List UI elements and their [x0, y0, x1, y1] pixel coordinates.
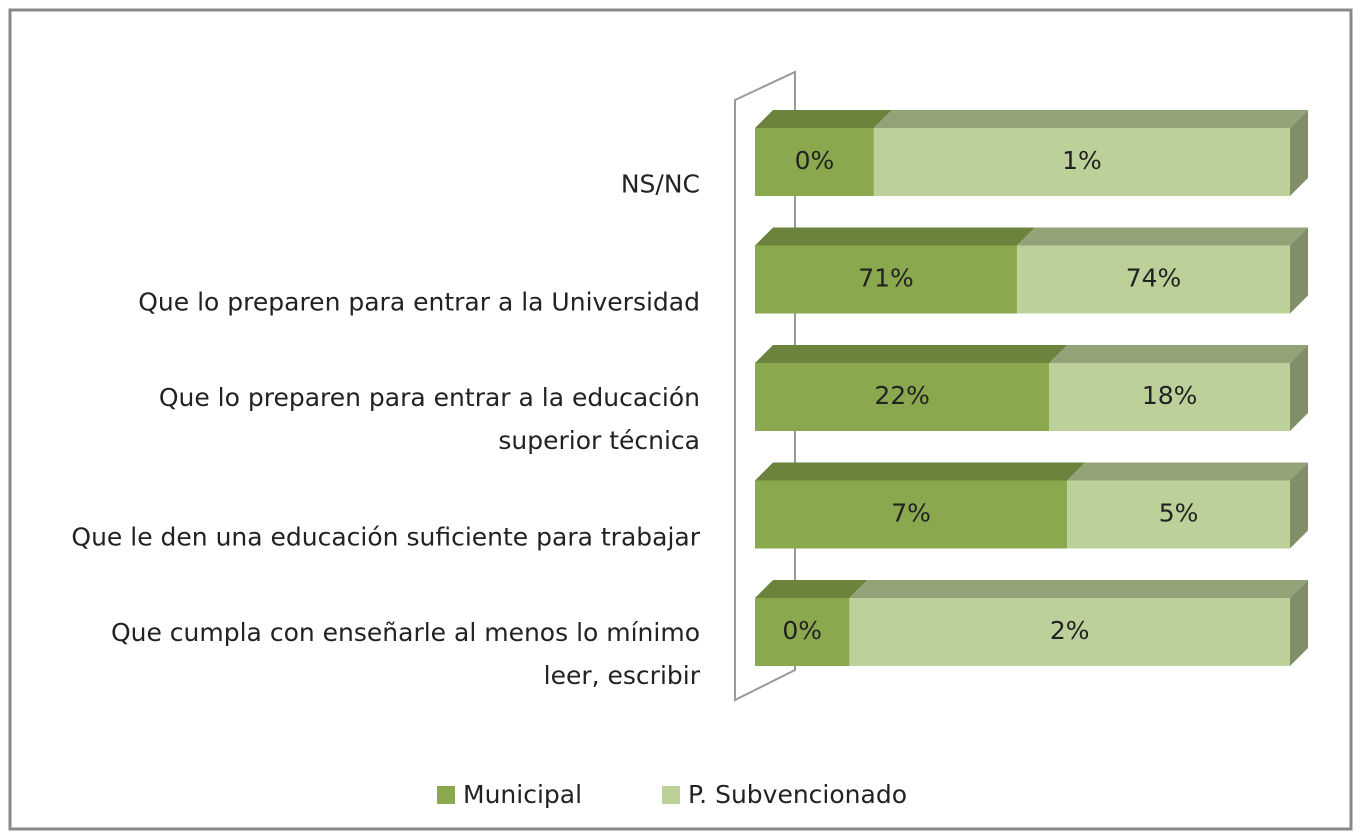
bar-segment	[1049, 345, 1308, 431]
category-label: NS/NC	[620, 169, 700, 199]
bar-front	[1049, 363, 1290, 431]
bar-top	[873, 110, 1308, 128]
bar-segment	[755, 227, 1035, 314]
bar-segment	[755, 345, 1068, 431]
bar-front	[755, 598, 850, 666]
bar-top	[1067, 462, 1308, 481]
legend-swatch	[662, 786, 680, 804]
bar-front	[1067, 480, 1290, 549]
bar-side	[1290, 227, 1308, 314]
bar-segment	[755, 580, 868, 666]
bar-top	[755, 462, 1086, 481]
bar-front	[755, 128, 874, 196]
bar-top	[755, 227, 1035, 246]
legend-label: P. Subvencionado	[688, 780, 907, 809]
bar-segment	[755, 462, 1086, 549]
bar-top	[849, 580, 1308, 598]
bar-side	[1290, 580, 1308, 666]
data-label: 74%	[1126, 264, 1182, 293]
bar-side	[1290, 462, 1308, 549]
data-label: 7%	[891, 499, 931, 528]
category-label: Que lo preparen para entrar a la Univers…	[138, 287, 700, 316]
data-label: 2%	[1050, 616, 1090, 645]
bar-front	[755, 245, 1017, 314]
bar-segment	[849, 580, 1308, 666]
bar-front	[873, 128, 1290, 196]
data-label: 0%	[782, 616, 822, 645]
bar-front	[1016, 245, 1290, 314]
bar-front	[849, 598, 1290, 666]
bar-side	[1290, 345, 1308, 431]
legend-label: Municipal	[463, 780, 582, 809]
category-label: Que cumpla con enseñarle al menos lo mín…	[110, 618, 700, 690]
category-label: Que lo preparen para entrar a la educaci…	[158, 383, 700, 455]
data-label: 22%	[874, 381, 930, 410]
bar-segment	[755, 110, 892, 196]
bar-front	[755, 480, 1068, 549]
bar-top	[755, 580, 868, 598]
bar-top	[755, 345, 1068, 363]
bar-side	[1290, 110, 1308, 196]
bar-top	[1049, 345, 1308, 363]
bar-top	[1016, 227, 1308, 246]
bar-front	[755, 363, 1050, 431]
data-label: 1%	[1062, 146, 1102, 175]
data-label: 0%	[795, 146, 835, 175]
bar-segment	[1016, 227, 1308, 314]
bar-top	[755, 110, 892, 128]
bar-segment	[1067, 462, 1308, 549]
legend-swatch	[437, 786, 455, 804]
data-label: 18%	[1142, 381, 1198, 410]
data-label: 71%	[858, 264, 914, 293]
category-label: Que le den una educación suficiente para…	[71, 522, 700, 551]
bar-segment	[873, 110, 1308, 196]
data-label: 5%	[1159, 499, 1199, 528]
